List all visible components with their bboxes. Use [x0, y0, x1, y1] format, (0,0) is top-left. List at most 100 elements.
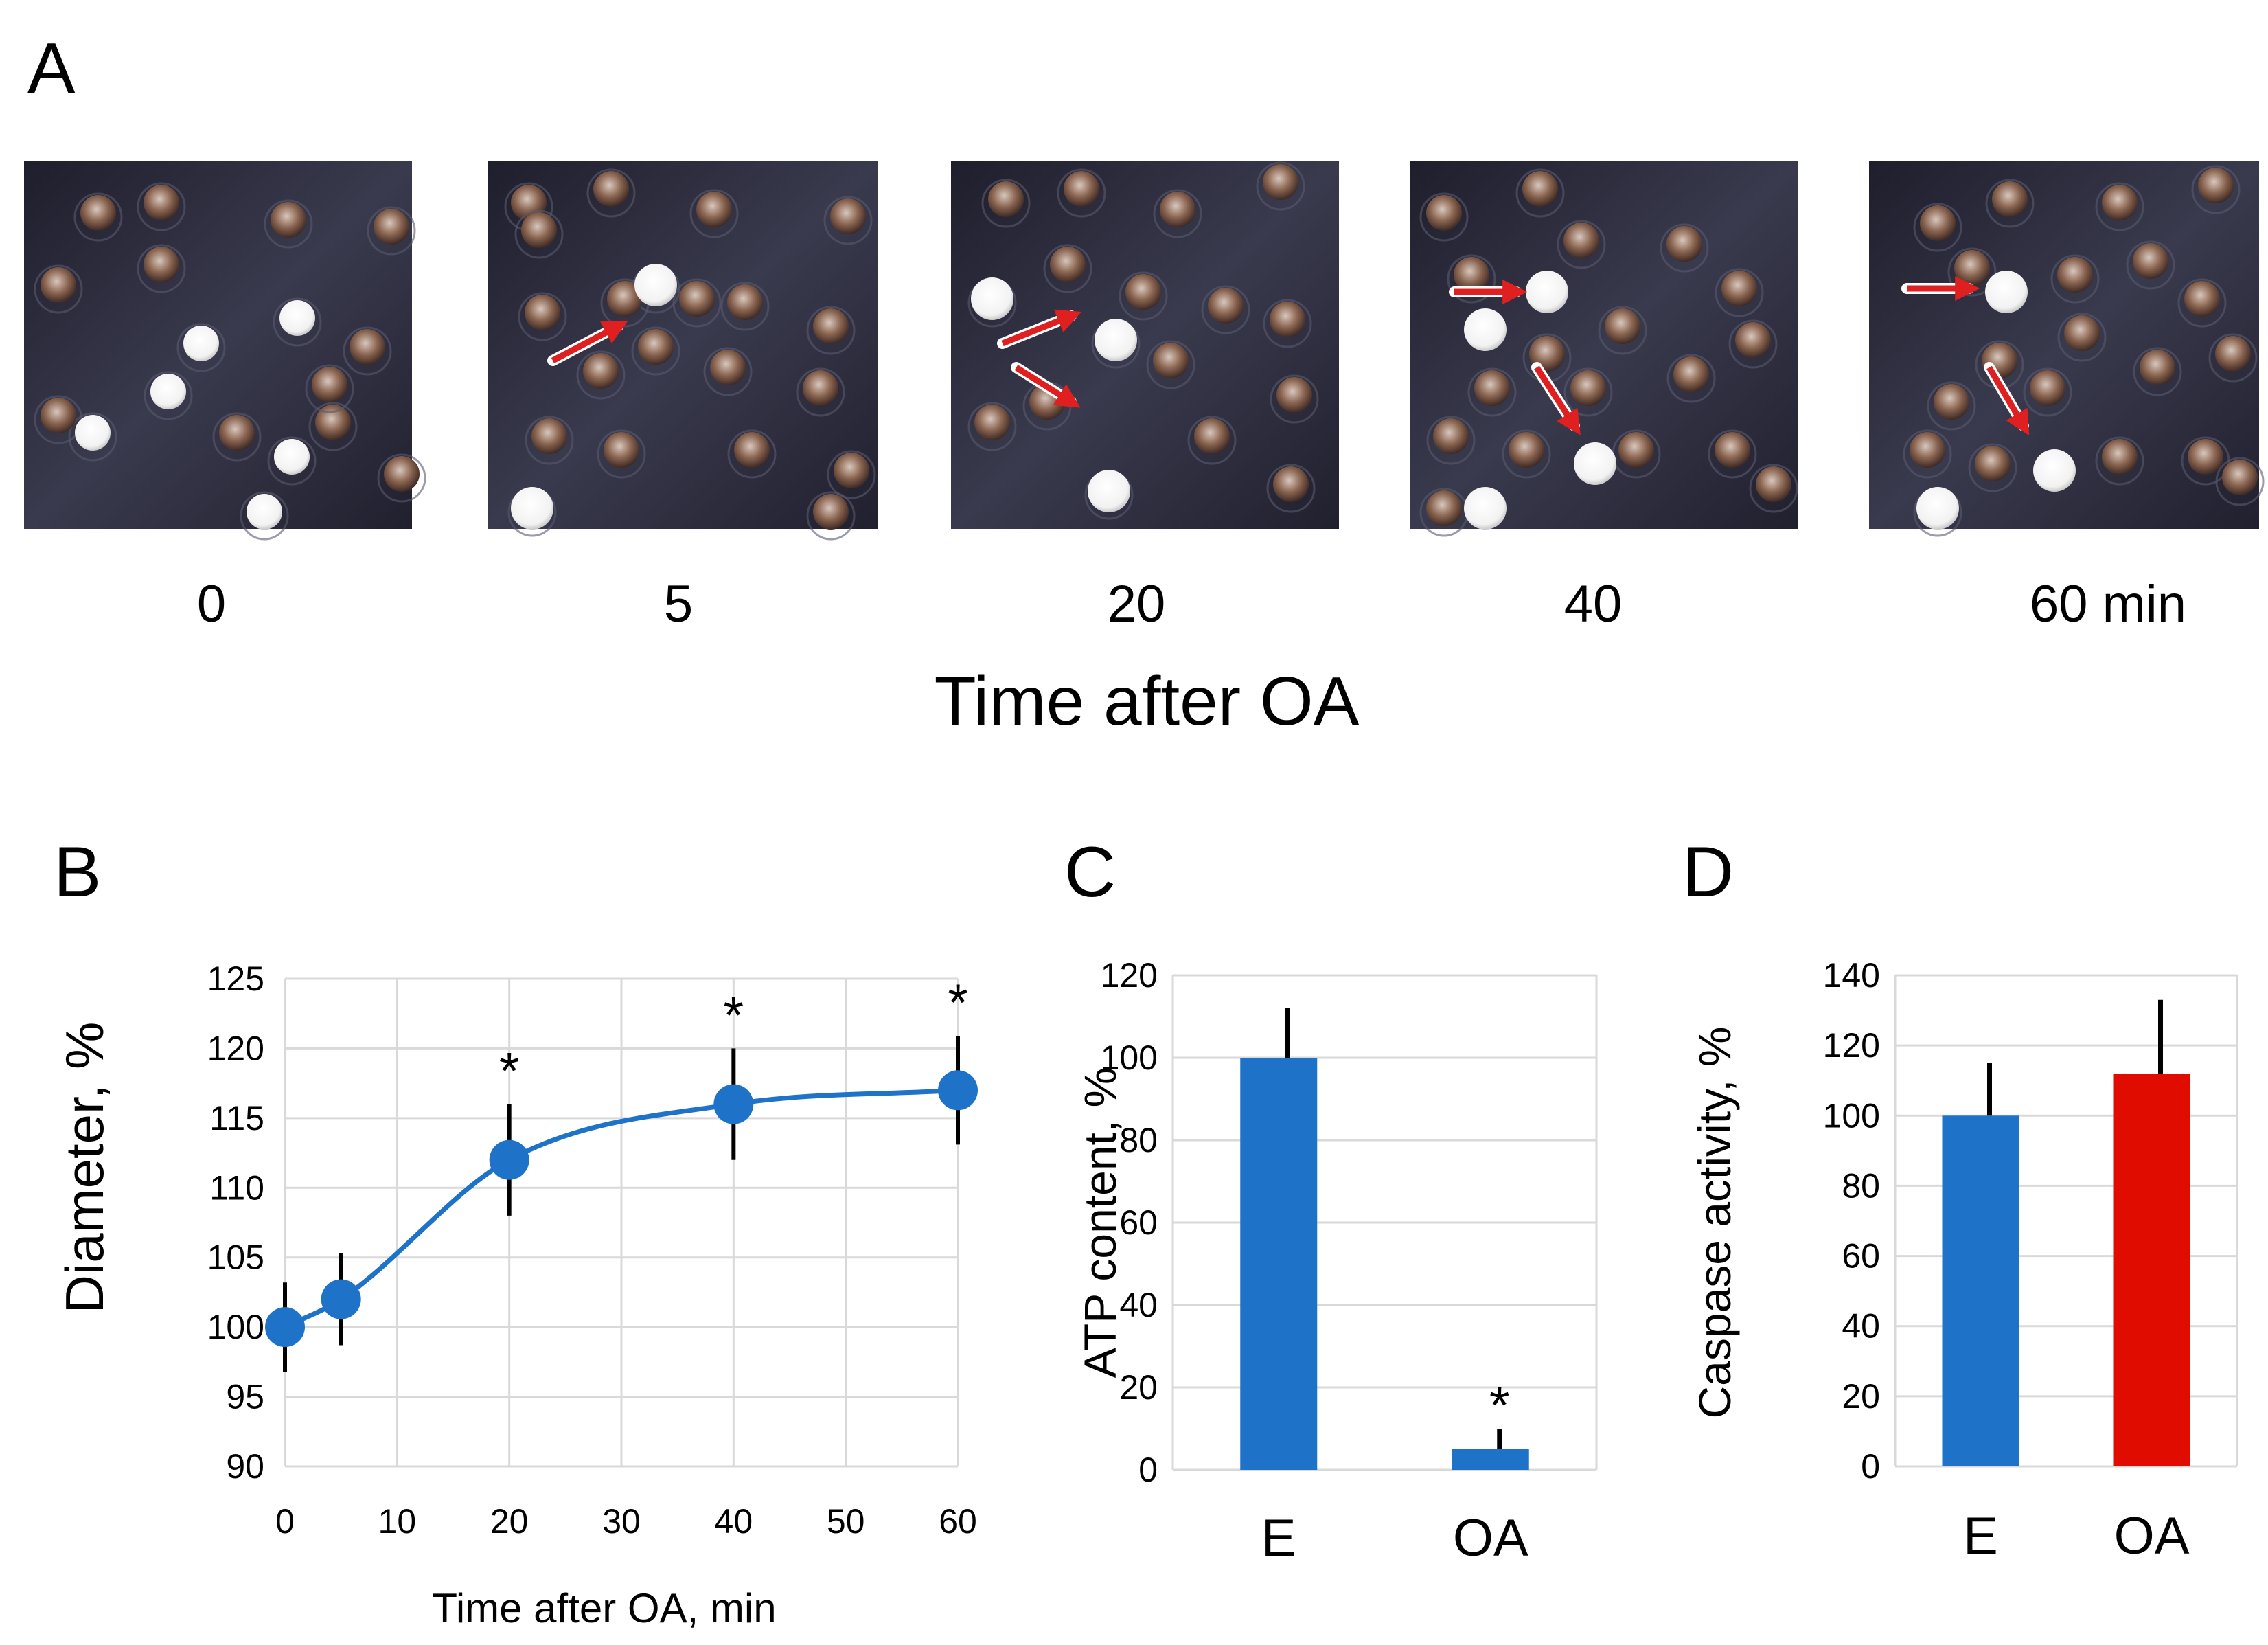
bar [1942, 1115, 2019, 1466]
egg [2215, 336, 2251, 372]
egg [1064, 171, 1099, 207]
egg [350, 329, 385, 365]
egg [679, 281, 715, 317]
egg [312, 367, 347, 402]
egg [2133, 243, 2168, 279]
egg [1474, 370, 1510, 406]
egg-shadow [2126, 240, 2175, 290]
egg-shadow [1263, 299, 1312, 348]
swollen-egg [2033, 449, 2076, 492]
y-tick-label: 125 [207, 960, 264, 998]
chart-d-ylabel: Caspase activity, % [1689, 1027, 1740, 1419]
egg-shadow [1146, 340, 1195, 389]
egg-shadow [720, 282, 770, 331]
y-tick-label: 120 [207, 1029, 264, 1067]
egg-shadow [2057, 313, 2107, 362]
egg-shadow [703, 347, 753, 396]
micrograph-2 [951, 161, 1339, 529]
egg-shadow [1119, 271, 1168, 321]
egg-shadow [1728, 319, 1778, 369]
y-tick-label: 0 [1138, 1451, 1158, 1489]
chart-b-ylabel: Diameter, % [54, 1022, 115, 1314]
y-tick-label: 20 [1119, 1368, 1158, 1407]
egg [2102, 185, 2138, 220]
x-tick-label: 20 [490, 1502, 529, 1541]
egg-shadow [137, 182, 186, 231]
egg-shadow [1903, 429, 1952, 479]
micrograph-1 [488, 161, 878, 541]
swollen-egg [75, 415, 111, 451]
swollen-egg [971, 277, 1013, 320]
egg [1522, 171, 1558, 207]
egg-shadow [827, 450, 876, 499]
swollen-egg [1916, 487, 1959, 530]
x-tick-label: 50 [827, 1502, 865, 1541]
egg-shadow [267, 436, 317, 486]
swollen-egg [279, 300, 315, 336]
significance-marker: * [1489, 1376, 1510, 1435]
egg [1125, 274, 1161, 310]
egg [1756, 466, 1791, 502]
egg-shadow [1447, 254, 1496, 304]
y-tick-label: 105 [207, 1238, 264, 1277]
egg-shadow [176, 323, 226, 372]
egg-shadow [1153, 189, 1202, 238]
egg [1954, 250, 1990, 286]
egg-shadow [981, 179, 1031, 228]
panel-a-letter: A [27, 29, 76, 109]
panel-c-letter: C [1064, 832, 1116, 912]
egg-shadow [2208, 333, 2258, 383]
swollen-egg [1464, 487, 1507, 530]
egg-shadow [2095, 436, 2144, 486]
egg-shadow [1467, 367, 1517, 417]
egg [1605, 308, 1640, 344]
y-tick-label: 80 [1842, 1166, 1880, 1205]
micrograph-background [951, 161, 1339, 529]
swollen-egg [183, 326, 219, 361]
time-label-60: 60 min [2030, 575, 2186, 633]
egg [2057, 257, 2093, 293]
data-point [938, 1070, 978, 1111]
time-label-5: 5 [664, 575, 693, 633]
egg [813, 494, 849, 530]
x-tick-label: 30 [602, 1502, 641, 1541]
arrow [1986, 365, 2030, 435]
egg-shadow [1043, 244, 1092, 293]
chart-caspase: 0 20 40 60 80 100 120 140 E OA [1823, 956, 2238, 1565]
swollen-egg [1526, 271, 1568, 313]
egg [2064, 315, 2100, 351]
egg [1721, 271, 1757, 306]
egg-shadow [1256, 161, 1305, 211]
egg [384, 456, 420, 492]
y-tick-label: 20 [1842, 1377, 1880, 1416]
egg [1618, 432, 1654, 468]
egg-shadow [68, 412, 117, 462]
panel-b-letter: B [54, 832, 101, 912]
egg-shadow [2023, 367, 2072, 417]
category-label: OA [1453, 1509, 1528, 1567]
chart-c-ylabel: ATP content, % [1075, 1067, 1125, 1378]
x-tick-label: 0 [275, 1502, 295, 1541]
chart-atp: 0 20 40 60 80 100 120 E * OA [1101, 956, 1598, 1567]
egg [834, 453, 869, 488]
micrograph-3 [1410, 161, 1798, 537]
egg-shadow [367, 206, 416, 256]
egg [1673, 356, 1709, 392]
egg-shadow [576, 350, 626, 400]
significance-marker: * [499, 1043, 520, 1101]
egg [1563, 223, 1599, 258]
egg [525, 295, 560, 330]
egg-shadow [672, 278, 722, 328]
egg [696, 192, 732, 227]
egg [144, 247, 179, 282]
swollen-egg [511, 487, 553, 530]
swollen-egg [634, 264, 677, 306]
egg-shadow [631, 326, 680, 376]
egg-shadow [1426, 416, 1476, 465]
category-label: E [1261, 1509, 1296, 1567]
egg-shadow [525, 416, 574, 465]
significance-marker: * [724, 986, 744, 1045]
panel-a-xlabel: Time after OA [935, 663, 1360, 740]
bar [1240, 1058, 1318, 1470]
